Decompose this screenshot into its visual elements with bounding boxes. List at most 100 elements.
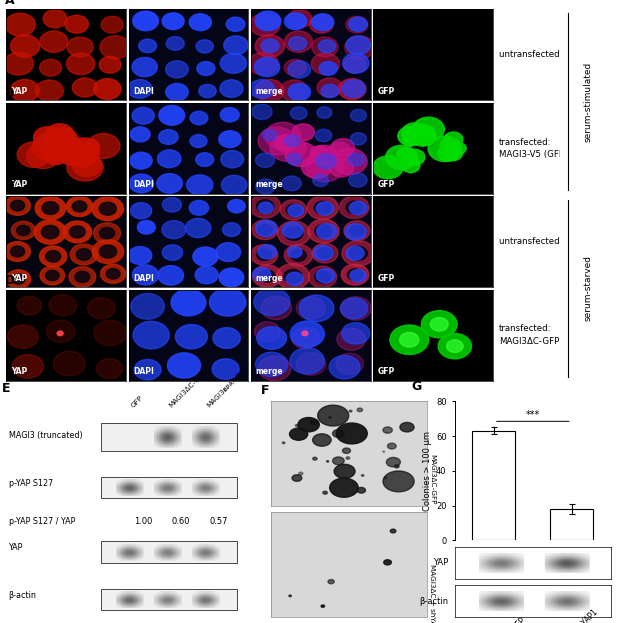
Circle shape bbox=[254, 288, 290, 315]
Text: MAGI3ΔC-GFP: MAGI3ΔC-GFP bbox=[483, 616, 527, 623]
Circle shape bbox=[316, 154, 336, 169]
Circle shape bbox=[373, 156, 403, 179]
Circle shape bbox=[49, 130, 70, 147]
Circle shape bbox=[317, 78, 342, 97]
Circle shape bbox=[383, 451, 384, 452]
Circle shape bbox=[349, 17, 367, 31]
Circle shape bbox=[276, 264, 310, 289]
Text: MAGI3ΔC-GFP: MAGI3ΔC-GFP bbox=[168, 369, 208, 409]
Circle shape bbox=[357, 408, 363, 412]
Circle shape bbox=[159, 105, 184, 125]
Circle shape bbox=[313, 245, 333, 260]
Circle shape bbox=[259, 270, 275, 282]
Circle shape bbox=[349, 246, 368, 260]
Circle shape bbox=[222, 175, 247, 195]
Circle shape bbox=[190, 135, 207, 148]
Circle shape bbox=[162, 221, 186, 239]
Circle shape bbox=[39, 246, 67, 267]
Circle shape bbox=[175, 325, 207, 349]
Text: YAP: YAP bbox=[11, 181, 27, 189]
Circle shape bbox=[290, 321, 325, 347]
Circle shape bbox=[255, 80, 284, 102]
Circle shape bbox=[224, 36, 248, 54]
Circle shape bbox=[308, 266, 337, 288]
Circle shape bbox=[12, 354, 43, 378]
Circle shape bbox=[17, 297, 42, 315]
Text: G: G bbox=[411, 380, 421, 393]
Circle shape bbox=[283, 222, 303, 238]
Circle shape bbox=[93, 223, 120, 244]
Circle shape bbox=[321, 84, 339, 98]
Circle shape bbox=[430, 318, 448, 331]
Circle shape bbox=[280, 136, 297, 149]
Circle shape bbox=[101, 264, 126, 283]
Circle shape bbox=[10, 35, 39, 57]
Circle shape bbox=[350, 226, 364, 236]
Text: GFP: GFP bbox=[378, 87, 395, 96]
Circle shape bbox=[413, 130, 434, 146]
Circle shape bbox=[130, 152, 152, 169]
Circle shape bbox=[341, 264, 369, 285]
Circle shape bbox=[165, 60, 188, 78]
Circle shape bbox=[256, 179, 275, 194]
Circle shape bbox=[350, 270, 366, 282]
Circle shape bbox=[132, 57, 157, 77]
Circle shape bbox=[451, 143, 466, 154]
Circle shape bbox=[131, 202, 152, 219]
Text: untransfected (GFP⁻): untransfected (GFP⁻) bbox=[499, 237, 590, 246]
Circle shape bbox=[99, 57, 121, 73]
Circle shape bbox=[255, 352, 288, 376]
Circle shape bbox=[313, 434, 331, 446]
Circle shape bbox=[75, 138, 100, 157]
Circle shape bbox=[72, 78, 97, 97]
Circle shape bbox=[289, 37, 307, 50]
Circle shape bbox=[402, 159, 420, 173]
Circle shape bbox=[288, 83, 310, 100]
FancyBboxPatch shape bbox=[101, 589, 237, 611]
Circle shape bbox=[92, 197, 123, 221]
Circle shape bbox=[249, 52, 278, 75]
Circle shape bbox=[70, 244, 97, 265]
Circle shape bbox=[350, 109, 366, 121]
Circle shape bbox=[337, 328, 366, 350]
Circle shape bbox=[314, 201, 331, 214]
Text: untransfected (GFP⁻): untransfected (GFP⁻) bbox=[499, 50, 590, 59]
Circle shape bbox=[35, 220, 66, 244]
Circle shape bbox=[341, 298, 368, 318]
Circle shape bbox=[383, 427, 392, 433]
Circle shape bbox=[347, 269, 363, 280]
Circle shape bbox=[284, 59, 307, 76]
Circle shape bbox=[43, 9, 67, 28]
Circle shape bbox=[328, 579, 334, 584]
Circle shape bbox=[193, 247, 218, 266]
FancyBboxPatch shape bbox=[101, 423, 237, 451]
Text: DAPI: DAPI bbox=[133, 273, 154, 283]
Circle shape bbox=[159, 130, 178, 145]
Text: serum-stimulated: serum-stimulated bbox=[584, 62, 593, 142]
Circle shape bbox=[289, 428, 308, 440]
Circle shape bbox=[196, 40, 213, 53]
Circle shape bbox=[428, 136, 462, 161]
Circle shape bbox=[290, 348, 325, 374]
Circle shape bbox=[252, 265, 282, 287]
Circle shape bbox=[6, 270, 31, 288]
Circle shape bbox=[257, 249, 271, 260]
Circle shape bbox=[190, 112, 208, 125]
Circle shape bbox=[67, 37, 93, 57]
Text: GFP: GFP bbox=[378, 273, 395, 283]
Circle shape bbox=[199, 84, 216, 98]
Circle shape bbox=[195, 266, 218, 283]
Circle shape bbox=[292, 124, 315, 141]
Circle shape bbox=[443, 146, 462, 161]
Circle shape bbox=[5, 13, 35, 36]
Text: GFP: GFP bbox=[378, 367, 395, 376]
Circle shape bbox=[250, 13, 280, 36]
Circle shape bbox=[157, 174, 183, 193]
Circle shape bbox=[101, 16, 123, 33]
Circle shape bbox=[302, 155, 331, 178]
Circle shape bbox=[93, 240, 123, 264]
Circle shape bbox=[298, 417, 319, 432]
Circle shape bbox=[162, 13, 184, 29]
Circle shape bbox=[255, 11, 281, 31]
Circle shape bbox=[302, 331, 308, 336]
